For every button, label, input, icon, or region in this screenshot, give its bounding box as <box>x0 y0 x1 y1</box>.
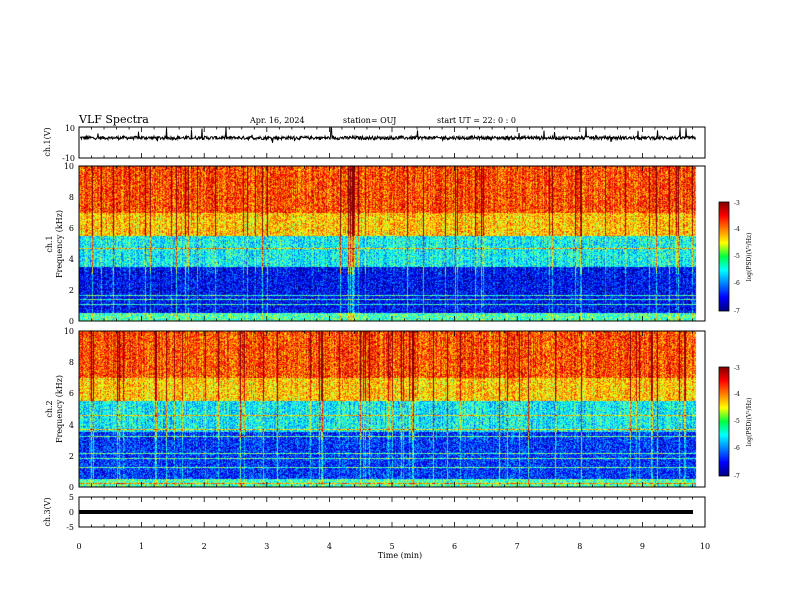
cb1-tick-m7: -7 <box>734 308 740 315</box>
xtick-3: 3 <box>264 542 269 551</box>
ch1-ytick-top: 10 <box>65 124 75 133</box>
xtick-10: 10 <box>700 542 710 551</box>
ch1-ytick-2: 2 <box>69 286 74 295</box>
ch1-spectrogram-ticks <box>78 166 706 321</box>
ch2-colorbar-gradient <box>718 366 730 477</box>
ch3-ytick-m5: -5 <box>66 523 74 532</box>
ch1-channel-label: ch.1 <box>45 235 54 252</box>
ch2-ytick-8: 8 <box>69 358 74 367</box>
cb1-tick-m3: -3 <box>734 200 740 207</box>
ch1-colorbar-gradient <box>718 201 730 312</box>
cb1-tick-m6: -6 <box>734 280 740 287</box>
ch2-colorbar: -3 -4 -5 -6 -7 log(PSD)(V²/Hz) <box>718 365 753 480</box>
ch1-ytick-6: 6 <box>69 224 74 233</box>
cb2-tick-m5: -5 <box>734 418 740 425</box>
x-tick-labels: 0 1 2 3 4 5 6 7 8 9 10 <box>76 542 710 551</box>
ch3-waveform-ticks <box>78 497 706 527</box>
ch2-spectrogram-ytick-labels: 0 2 4 6 8 10 <box>64 327 74 492</box>
ch2-ytick-0: 0 <box>69 483 74 492</box>
ch1-spectrogram-image <box>79 166 705 321</box>
xtick-7: 7 <box>515 542 520 551</box>
start-ut-label: start UT = 22: 0 : 0 <box>437 116 516 125</box>
cb2-tick-m7: -7 <box>734 473 740 480</box>
cb2-tick-m4: -4 <box>734 391 740 398</box>
ch1-ytick-bottom: -10 <box>62 154 75 163</box>
ch2-frequency-label: Frequency (kHz) <box>55 375 64 443</box>
ch1-waveform-panel: 10 -10 ch.1(V) <box>43 124 706 163</box>
ch3-waveform-ylabel: ch.3(V) <box>43 497 52 526</box>
ch3-waveform-panel: 5 0 -5 ch.3(V) <box>43 493 706 532</box>
xtick-6: 6 <box>452 542 457 551</box>
ch1-ytick-8: 8 <box>69 193 74 202</box>
xtick-4: 4 <box>327 542 332 551</box>
date-label: Apr. 16, 2024 <box>249 116 305 125</box>
cb2-label: log(PSD)(V²/Hz) <box>746 398 753 447</box>
ch1-waveform-ylabel: ch.1(V) <box>43 127 52 156</box>
ch1-frequency-label: Frequency (kHz) <box>55 210 64 278</box>
ch2-spectrogram-panel: 0 2 4 6 8 10 ch.2 Frequency (kHz) <box>45 327 706 492</box>
cb1-tick-m4: -4 <box>734 226 740 233</box>
ch2-channel-label: ch.2 <box>45 400 54 417</box>
cb2-tick-m6: -6 <box>734 445 740 452</box>
ch1-spectrogram-panel: 0 2 4 6 8 10 ch.1 Frequency (kHz) <box>45 162 706 326</box>
figure-title: VLF Spectra <box>78 113 149 126</box>
ch1-waveform-ticks <box>78 127 706 158</box>
ch1-ytick-4: 4 <box>69 255 74 264</box>
xtick-2: 2 <box>202 542 207 551</box>
ch1-ytick-10: 10 <box>64 162 74 171</box>
ch1-colorbar: -3 -4 -5 -6 -7 log(PSD)(V²/Hz) <box>718 200 753 315</box>
ch2-ytick-2: 2 <box>69 452 74 461</box>
xtick-5: 5 <box>389 542 394 551</box>
ch2-ytick-4: 4 <box>69 421 74 430</box>
xtick-8: 8 <box>577 542 582 551</box>
ch1-spectrogram-ytick-labels: 0 2 4 6 8 10 <box>64 162 74 326</box>
ch3-ytick-5: 5 <box>69 493 74 502</box>
ch2-ytick-10: 10 <box>64 327 74 336</box>
ch1-waveform-line <box>79 126 696 143</box>
cb1-tick-m5: -5 <box>734 253 740 260</box>
ch1-ytick-0: 0 <box>69 317 74 326</box>
xtick-0: 0 <box>76 542 81 551</box>
ch2-ytick-6: 6 <box>69 389 74 398</box>
cb2-tick-m3: -3 <box>734 365 740 372</box>
cb1-label: log(PSD)(V²/Hz) <box>746 233 753 282</box>
station-label: station= OUJ <box>343 116 396 125</box>
ch2-spectrogram-ticks <box>78 331 706 487</box>
xtick-9: 9 <box>640 542 645 551</box>
ch3-ytick-0: 0 <box>69 508 74 517</box>
ch2-spectrogram-image <box>79 331 705 487</box>
x-axis-label: Time (min) <box>378 551 422 560</box>
xtick-1: 1 <box>139 542 144 551</box>
